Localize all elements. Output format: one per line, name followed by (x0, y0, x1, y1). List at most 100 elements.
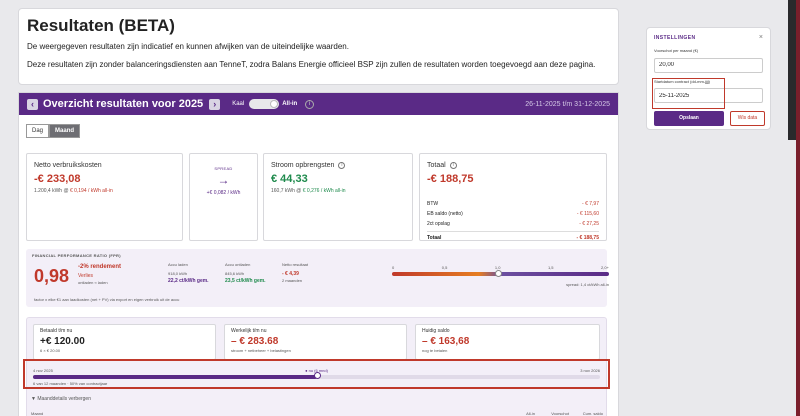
fpr-gradient-bar (392, 270, 609, 277)
fpr-percentage: -2% rendement (78, 264, 122, 270)
payments-panel: Betaald t/m nu +€ 120.00 6 × € 20.00 Wer… (26, 317, 607, 416)
spread-label: SPREAD (214, 166, 233, 171)
fpr-footnote: factor x elke €1 aan laadkosten (net + P… (34, 297, 180, 302)
netto-value: -€ 233,08 (34, 173, 81, 185)
breakdown-label: EB saldo (netto) (427, 211, 463, 217)
werkelijk-label: Werkelijk t/m nu (231, 328, 267, 334)
stroom-sub: 160,7 kWh @ € 0,276 / kWh all-in (271, 188, 405, 194)
notice-line-2: Deze resultaten zijn zonder balancerings… (27, 60, 596, 69)
background-window-edge (796, 0, 800, 416)
timeline-now: ● nu (6 mnd) (305, 368, 328, 373)
netto-price: € 0,194 / kWh all-in (69, 188, 113, 194)
saldo-label: Huidig saldo (422, 328, 450, 334)
fpr-verlies: Verlies (78, 273, 94, 279)
notice-panel: Resultaten (BETA) De weergegeven resulta… (18, 8, 619, 85)
betaald-card: Betaald t/m nu +€ 120.00 6 × € 20.00 (33, 324, 216, 360)
betaald-label: Betaald t/m nu (40, 328, 73, 334)
stroom-price: € 0,276 / kWh all-in (302, 188, 346, 194)
spread-value: +€ 0,082 / kWh (206, 190, 241, 196)
timeline-start: 4 nov 2025 (33, 368, 53, 373)
totaal-breakdown: BTW - € 7,97 EB saldo (netto) - € 115,60 2… (427, 199, 599, 243)
netto-kwh: 1.200,4 kWh @ (34, 188, 69, 194)
werkelijk-sub: stroom + netbeheer + belastingen (231, 348, 291, 353)
settings-buttons: Opslaan Wis data (654, 111, 765, 126)
breakdown-label: BTW (427, 201, 439, 207)
netto-resultaat: Netto resultaat - € 4,39 2 maanden (282, 262, 308, 283)
stroom-label-row: Stroom opbrengsten i (271, 162, 405, 169)
results-title: Overzicht resultaten voor 2025 (43, 98, 204, 110)
col-maand: Maand (31, 411, 44, 416)
fpr-ratio: 0,98 (34, 266, 70, 286)
settings-title: INSTELLINGEN (654, 34, 696, 41)
accu-ontladen-price: 23,5 ct/kWh gem. (225, 278, 266, 284)
next-year-button[interactable]: › (209, 98, 221, 110)
settings-panel: INSTELLINGEN × Voorschot per maand (€) S… (646, 27, 771, 130)
breakdown-value: - € 115,60 (576, 211, 599, 217)
totaal-value: -€ 188,75 (427, 173, 474, 185)
date-range: 26-11-2025 t/m 31-12-2025 (525, 100, 610, 108)
stroom-kwh: 160,7 kWh @ (271, 188, 302, 194)
col-allin: All-in (526, 411, 535, 416)
accu-laden: Accu laden 918,0 kWh 22,2 ct/kWh gem. (168, 262, 209, 284)
col-cum-saldo: Cum. saldo (582, 411, 603, 416)
kaal-allin-toggle[interactable] (249, 99, 280, 109)
fpr-marker (495, 270, 503, 277)
fpr-scale-ticks: 0 0,5 1,0 1,5 2,0+ (392, 265, 609, 270)
save-button[interactable]: Opslaan (654, 111, 724, 126)
timeline-labels: 4 nov 2025 ● nu (6 mnd) 3 nov 2026 (33, 368, 600, 373)
accu-ontladen-label: Accu ontladen (225, 262, 251, 267)
highlight-box (23, 359, 610, 389)
voorschot-label: Voorschot per maand (€) (654, 48, 699, 53)
accu-laden-kwh: 918,0 kWh (168, 271, 188, 276)
timeline-end: 3 nov 2026 (580, 368, 600, 373)
stroom-value: € 44,33 (271, 173, 308, 185)
stroom-label: Stroom opbrengsten (271, 162, 335, 169)
timeline-progress (33, 375, 317, 379)
arrow-right-icon: → (217, 173, 230, 187)
page-title: Resultaten (BETA) (27, 16, 175, 35)
netto-resultaat-value: - € 4,39 (282, 271, 299, 277)
view-toggle: Dag Maand (26, 124, 81, 138)
netto-label: Netto verbruikskosten (34, 162, 102, 169)
netto-resultaat-sub: 2 maanden (282, 278, 303, 283)
tab-dag[interactable]: Dag (26, 124, 50, 138)
betaald-value: +€ 120.00 (40, 336, 85, 347)
werkelijk-card: Werkelijk t/m nu – € 283.68 stroom + net… (224, 324, 407, 360)
accu-laden-label: Accu laden (168, 262, 188, 267)
clear-data-button[interactable]: Wis data (730, 111, 765, 126)
accu-ontladen: Accu ontladen 845,6 kWh 23,5 ct/kWh gem. (225, 262, 266, 284)
month-table-header: Maand All-in Voorschot Cum. saldo (31, 411, 603, 416)
close-icon[interactable]: × (758, 34, 763, 41)
breakdown-row: BTW - € 7,97 (427, 199, 599, 209)
netto-sub: 1.200,4 kWh @ € 0,194 / kWh all-in (34, 188, 175, 194)
scale-tick: 0,5 (441, 265, 448, 270)
prev-year-button[interactable]: ‹ (27, 98, 38, 110)
settings-header: INSTELLINGEN × (654, 34, 763, 41)
tab-maand[interactable]: Maand (49, 124, 81, 138)
fpr-panel: FINANCIAL PERFORMANCE RATIO (FPR) 0,98 -… (26, 249, 609, 307)
fpr-ontladen-note: ontladen ≈ laden (78, 280, 108, 285)
werkelijk-value: – € 283.68 (231, 336, 279, 347)
saldo-card: Huidig saldo – € 163,68 nog te betalen (415, 324, 600, 360)
fpr-spread: spread: 1,4 ct/kWh all-in (566, 282, 609, 287)
results-header: ‹ Overzicht resultaten voor 2025 › Kaal … (19, 93, 618, 115)
totaal-card: Totaal i -€ 188,75 BTW - € 7,97 EB saldo (… (419, 153, 607, 241)
breakdown-row: 2ct opslag - € 27,25 (427, 219, 599, 229)
info-icon[interactable]: i (449, 162, 457, 169)
netto-resultaat-label: Netto resultaat (282, 262, 309, 267)
startdatum-input[interactable] (654, 88, 763, 103)
saldo-sub: nog te betalen (422, 348, 448, 353)
voorschot-input[interactable] (654, 57, 763, 73)
breakdown-total-label: Totaal (427, 235, 442, 241)
breakdown-value: - € 7,97 (582, 201, 599, 207)
betaald-sub: 6 × € 20.00 (40, 348, 61, 353)
info-icon[interactable]: i (305, 99, 315, 109)
kaal-label: Kaal (232, 101, 245, 107)
info-icon[interactable]: i (338, 162, 346, 169)
contract-timeline: 4 nov 2025 ● nu (6 mnd) 3 nov 2026 6 van… (23, 359, 610, 389)
timeline-caption: 6 van 12 maanden · 50% van contractjaar (33, 381, 108, 386)
accu-ontladen-kwh: 845,6 kWh (225, 271, 245, 276)
results-panel: ‹ Overzicht resultaten voor 2025 › Kaal … (18, 92, 619, 416)
scale-tick: 1,0 (494, 265, 501, 270)
maanddetails-toggle[interactable]: ▼ Maanddetails verbergen (31, 396, 91, 402)
